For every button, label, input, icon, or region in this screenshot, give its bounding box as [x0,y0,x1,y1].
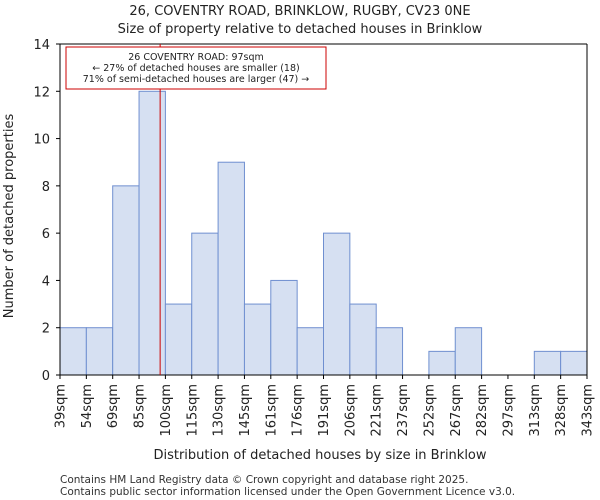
x-tick-label: 115sqm [185,384,200,437]
x-tick-label: 297sqm [501,384,516,437]
x-tick-label: 221sqm [370,384,385,437]
bar-39sqm [59,327,87,376]
y-tick-label: 12 [33,85,50,100]
x-tick-label: 237sqm [396,384,411,437]
bar-252sqm [428,350,456,376]
annotation-line-2: ← 27% of detached houses are smaller (18… [92,63,299,74]
chart-title: 26, COVENTRY ROAD, BRINKLOW, RUGBY, CV23… [129,4,470,19]
x-tick-label: 69sqm [106,384,121,428]
x-tick-label: 85sqm [133,384,148,428]
x-tick-label: 54sqm [80,384,95,428]
x-tick-label: 100sqm [159,384,174,437]
bar-145sqm [243,303,272,376]
x-tick-label: 191sqm [317,384,332,437]
chart-subtitle: Size of property relative to detached ho… [118,22,483,37]
footer-line-2: Contains public sector information licen… [60,486,515,498]
y-tick-label: 6 [42,227,50,242]
y-tick-label: 0 [42,369,50,384]
x-tick-label: 252sqm [422,384,437,437]
bar-54sqm [85,327,114,376]
bar-69sqm [112,185,140,376]
bar-161sqm [270,279,298,376]
bar-100sqm [164,303,193,376]
y-tick-label: 2 [42,322,50,337]
y-axis-label: Number of detached properties [2,114,17,319]
x-tick-label: 328sqm [554,384,569,437]
bar-313sqm [533,350,562,376]
bar-115sqm [191,232,219,376]
x-tick-label: 145sqm [238,384,253,437]
annotation-line-1: 26 COVENTRY ROAD: 97sqm [128,52,264,63]
bar-206sqm [349,303,377,376]
y-tick-label: 4 [42,274,50,289]
bar-328sqm [560,350,588,376]
bar-130sqm [217,161,245,376]
x-tick-label: 282sqm [475,384,490,437]
x-tick-label: 130sqm [212,384,227,437]
x-tick-label: 161sqm [264,384,279,437]
footer-line-1: Contains HM Land Registry data © Crown c… [60,474,468,486]
y-tick-label: 14 [33,38,50,53]
annotation-box [65,46,327,90]
bar-176sqm [296,327,324,376]
annotation: 26 COVENTRY ROAD: 97sqm ← 27% of detache… [65,46,327,90]
bar-191sqm [323,232,351,376]
y-tick-label: 10 [33,133,50,148]
x-tick-label: 39sqm [54,384,69,428]
annotation-line-3: 71% of semi-detached houses are larger (… [83,74,310,85]
bar-221sqm [375,327,404,376]
x-tick-label: 267sqm [449,384,464,437]
x-tick-label: 206sqm [343,384,358,437]
y-tick-label: 8 [42,180,50,195]
bar-267sqm [454,327,483,376]
x-tick-label: 313sqm [528,384,543,437]
plot-area: 0 2 4 6 8 10 12 14 39sqm 54sqm 69sqm 85sqm 100sqm 115… [33,38,595,437]
x-tick-label: 343sqm [581,384,596,437]
bar-85sqm [138,90,166,376]
x-tick-label: 176sqm [291,384,306,437]
x-axis-label: Distribution of detached houses by size … [153,448,486,463]
